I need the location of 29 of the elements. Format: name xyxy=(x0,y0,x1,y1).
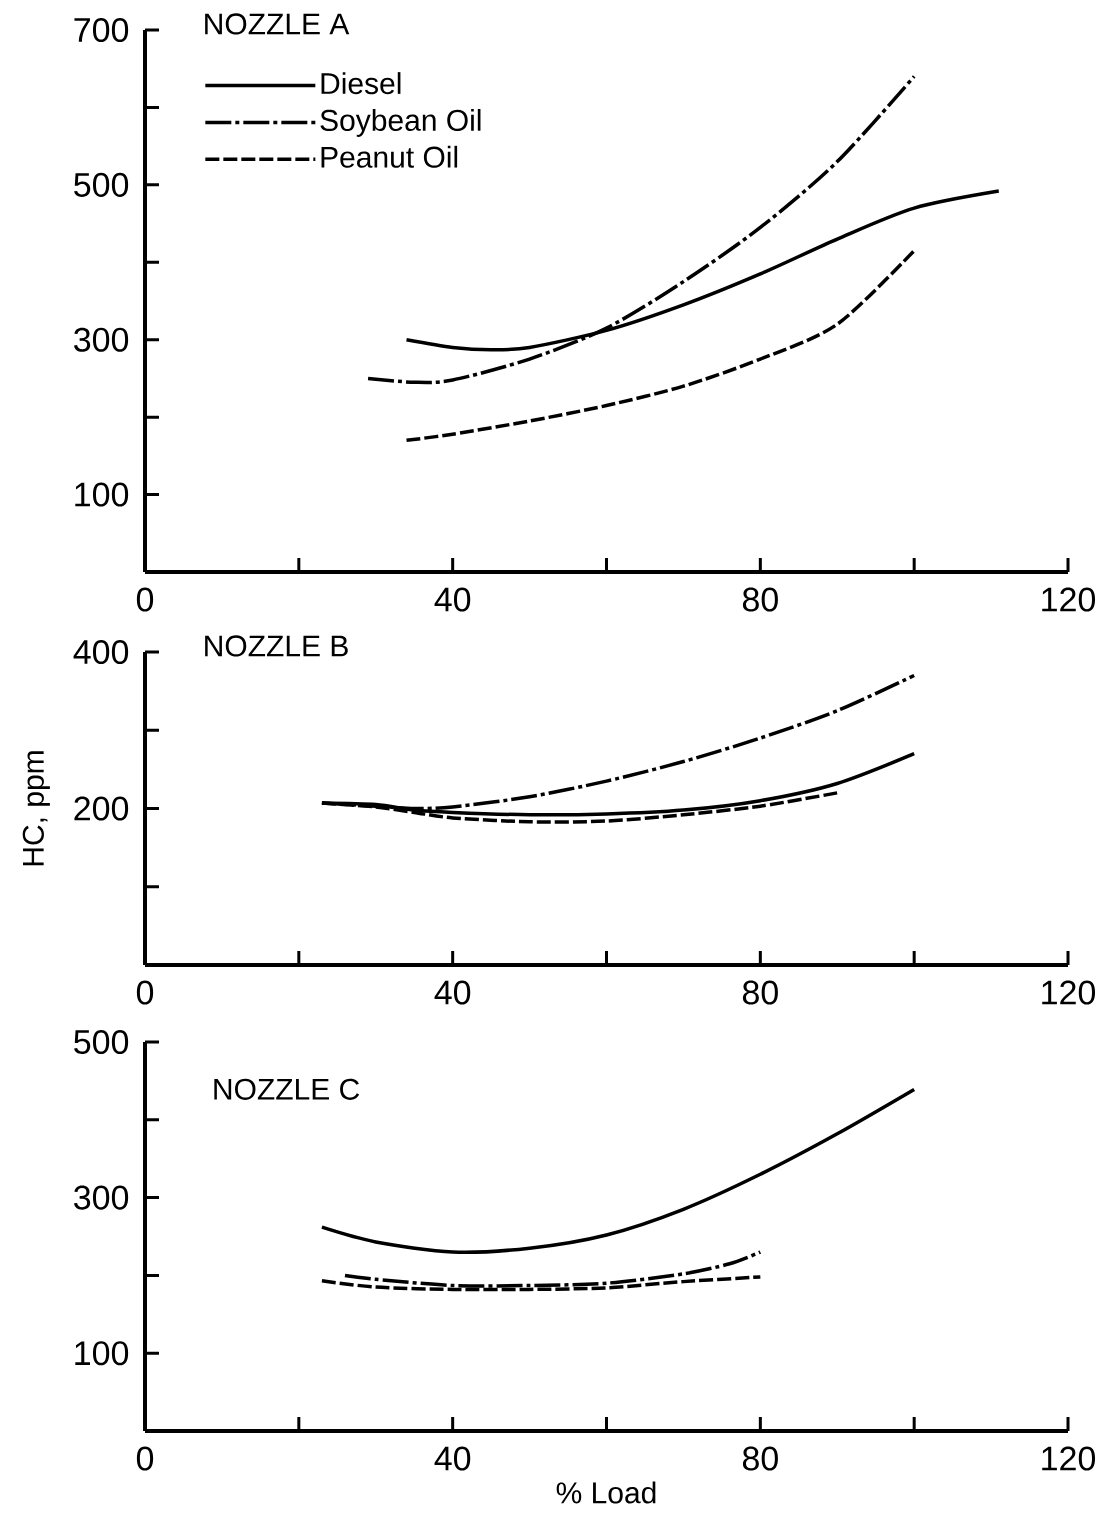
x-tick-label: 80 xyxy=(742,980,778,1005)
x-tick-label: 40 xyxy=(434,587,471,612)
legend-label: Peanut Oil xyxy=(321,145,458,168)
y-tick-label: 700 xyxy=(74,17,129,43)
text: NOZZLE C xyxy=(214,1078,360,1100)
y-tick-label: 500 xyxy=(74,1029,129,1055)
y-tick-label: 500 xyxy=(74,172,129,197)
y-tick-label: 300 xyxy=(74,1185,129,1210)
x-axis-title: % Load xyxy=(556,1481,656,1504)
x-tick-label: 120 xyxy=(1042,980,1096,1005)
x-tick-label: 40 xyxy=(434,980,471,1005)
x-tick-label: 80 xyxy=(742,587,778,612)
y-tick-label: 100 xyxy=(75,482,129,507)
x-tick-label: 120 xyxy=(1042,1446,1096,1471)
chart-title: NOZZLE A xyxy=(205,13,350,35)
x-tick-label: 0 xyxy=(136,587,154,612)
x-tick-label: 0 xyxy=(136,1446,154,1471)
x-tick-label: 40 xyxy=(434,1446,471,1471)
legend-label: Soybean Oil xyxy=(320,108,481,137)
legend-label: Diesel xyxy=(321,72,401,95)
x-tick-label: 0 xyxy=(136,980,154,1005)
y-tick-label: 100 xyxy=(75,1341,129,1366)
y-tick-label: 400 xyxy=(73,639,129,665)
chart-title: NOZZLE B xyxy=(205,635,348,657)
y-tick-label: 300 xyxy=(74,327,129,352)
y-tick-label: 200 xyxy=(74,796,129,821)
y-axis-title: HC, ppm xyxy=(22,751,50,866)
x-tick-label: 120 xyxy=(1042,587,1096,612)
x-tick-label: 80 xyxy=(742,1446,778,1471)
